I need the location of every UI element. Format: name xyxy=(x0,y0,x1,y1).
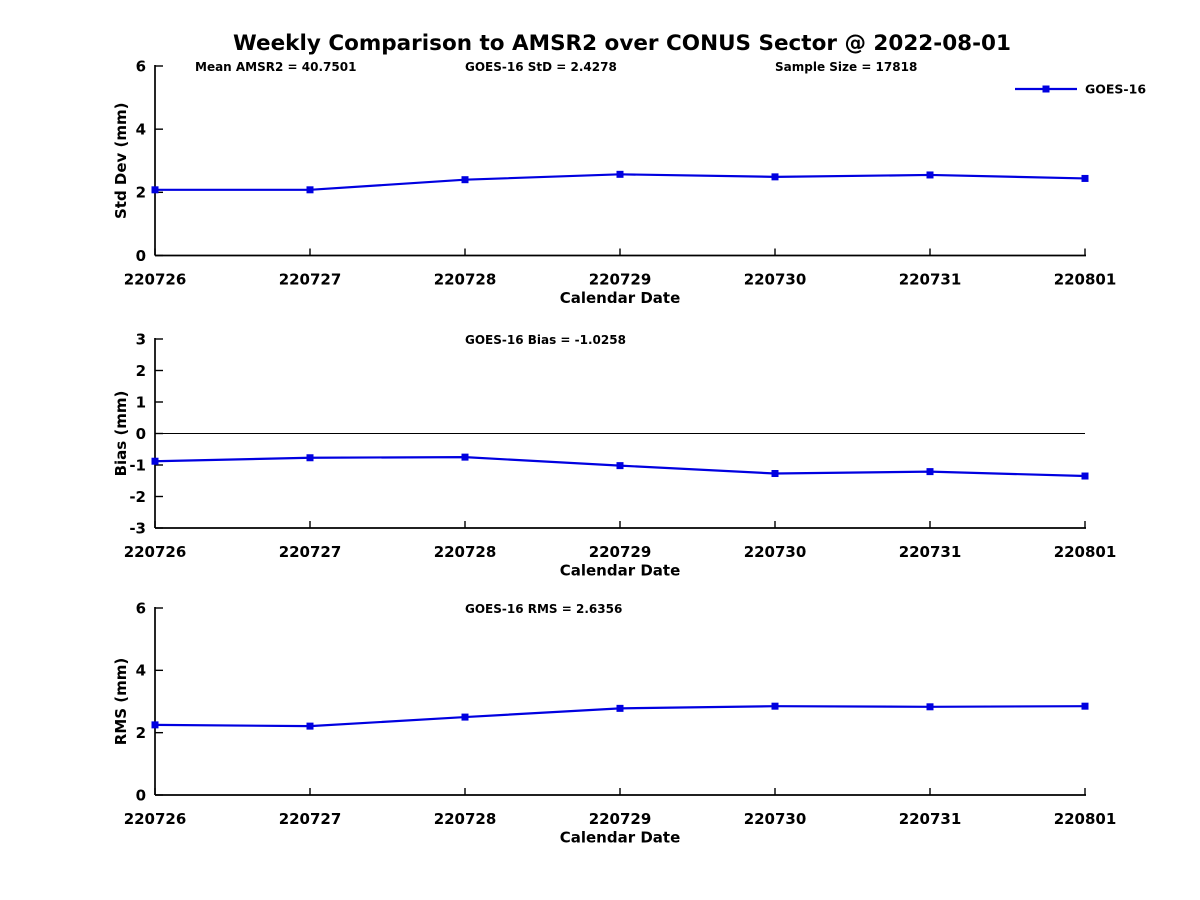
x-tick-label: 220728 xyxy=(434,271,497,289)
x-tick-label: 220729 xyxy=(589,543,652,561)
x-tick-label: 220729 xyxy=(589,810,652,828)
x-tick-label: 220730 xyxy=(744,271,807,289)
data-point-marker xyxy=(616,462,624,470)
x-tick-label: 220801 xyxy=(1054,543,1117,561)
panel-annotation: Mean AMSR2 = 40.7501 xyxy=(195,60,356,74)
x-axis-title: Calendar Date xyxy=(560,829,681,847)
data-point-marker xyxy=(306,186,314,194)
data-point-marker xyxy=(1081,472,1089,480)
y-tick-label: -1 xyxy=(129,456,146,474)
figure-title: Weekly Comparison to AMSR2 over CONUS Se… xyxy=(233,31,1011,56)
x-tick-label: 220727 xyxy=(279,271,342,289)
x-tick-label: 220729 xyxy=(589,271,652,289)
x-tick-label: 220730 xyxy=(744,810,807,828)
x-tick-label: 220728 xyxy=(434,543,497,561)
y-axis-title: Std Dev (mm) xyxy=(112,102,130,219)
y-axis-title: RMS (mm) xyxy=(112,658,130,745)
data-point-marker xyxy=(926,171,934,179)
y-tick-label: 2 xyxy=(136,724,146,742)
y-tick-label: 2 xyxy=(136,362,146,380)
legend-marker xyxy=(1042,85,1050,93)
data-point-marker xyxy=(151,457,159,465)
x-tick-label: 220731 xyxy=(899,810,962,828)
data-point-marker xyxy=(1081,174,1089,182)
data-point-marker xyxy=(771,470,779,478)
x-tick-label: 220727 xyxy=(279,810,342,828)
y-tick-label: 0 xyxy=(136,786,146,804)
panel-annotation: Sample Size = 17818 xyxy=(775,60,917,74)
y-tick-label: 2 xyxy=(136,184,146,202)
data-point-marker xyxy=(151,186,159,194)
x-tick-label: 220731 xyxy=(899,271,962,289)
y-axis-title: Bias (mm) xyxy=(112,391,130,477)
y-tick-label: 0 xyxy=(136,247,146,265)
data-point-marker xyxy=(461,176,469,184)
y-tick-label: 0 xyxy=(136,425,146,443)
y-tick-label: 1 xyxy=(136,393,146,411)
x-tick-label: 220726 xyxy=(124,271,187,289)
x-tick-label: 220726 xyxy=(124,810,187,828)
data-point-marker xyxy=(771,173,779,181)
y-tick-label: 4 xyxy=(136,120,146,138)
legend-label: GOES-16 xyxy=(1085,82,1146,97)
x-axis-title: Calendar Date xyxy=(560,562,681,580)
data-point-marker xyxy=(616,704,624,712)
y-tick-label: 3 xyxy=(136,330,146,348)
x-tick-label: 220730 xyxy=(744,543,807,561)
panel-annotation: GOES-16 Bias = -1.0258 xyxy=(465,333,626,347)
panel-annotation: GOES-16 RMS = 2.6356 xyxy=(465,602,622,616)
data-point-marker xyxy=(616,170,624,178)
y-tick-label: -2 xyxy=(129,488,146,506)
y-tick-label: 6 xyxy=(136,599,146,617)
data-point-marker xyxy=(151,721,159,729)
x-tick-label: 220726 xyxy=(124,543,187,561)
data-point-marker xyxy=(926,703,934,711)
x-axis-title: Calendar Date xyxy=(560,289,681,307)
x-tick-label: 220728 xyxy=(434,810,497,828)
data-point-marker xyxy=(306,722,314,730)
x-tick-label: 220801 xyxy=(1054,271,1117,289)
x-tick-label: 220731 xyxy=(899,543,962,561)
y-tick-label: 4 xyxy=(136,662,146,680)
data-point-marker xyxy=(771,702,779,710)
data-point-marker xyxy=(306,454,314,462)
panel-annotation: GOES-16 StD = 2.4278 xyxy=(465,60,617,74)
x-tick-label: 220801 xyxy=(1054,810,1117,828)
data-point-marker xyxy=(926,468,934,476)
x-tick-label: 220727 xyxy=(279,543,342,561)
data-point-marker xyxy=(1081,702,1089,710)
data-point-marker xyxy=(461,453,469,461)
y-tick-label: 6 xyxy=(136,57,146,75)
y-tick-label: -3 xyxy=(129,519,146,537)
data-point-marker xyxy=(461,713,469,721)
